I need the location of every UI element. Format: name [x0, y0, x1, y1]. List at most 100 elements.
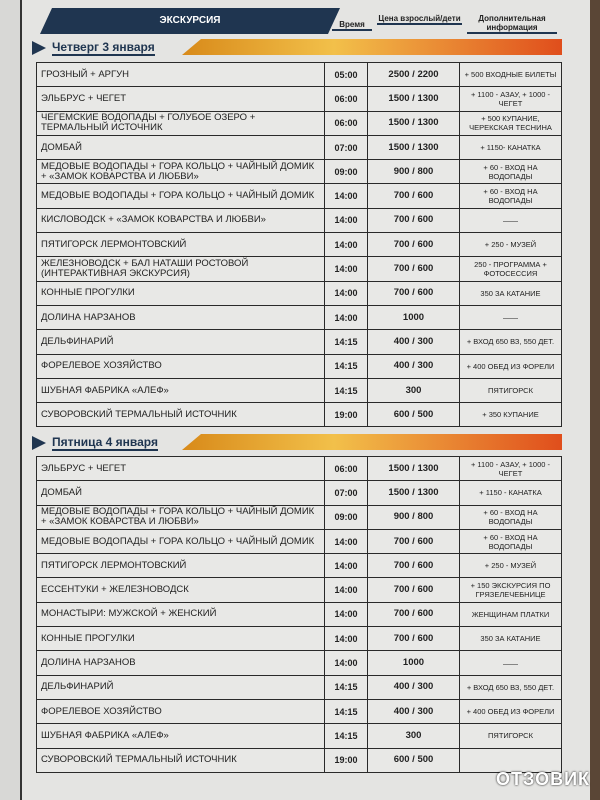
price-column-header: Цена взрослый/дети: [377, 14, 462, 25]
table-row: ДОЛИНА НАРЗАНОВ 14:00 1000 ——: [36, 304, 562, 331]
departure-time: 09:00: [324, 504, 368, 530]
excursion-name: ПЯТИГОРСК ЛЕРМОНТОВСКИЙ: [36, 232, 325, 258]
table-row: ДЕЛЬФИНАРИЙ 14:15 400 / 300 + ВХОД 650 ВЗ, …: [36, 329, 562, 355]
departure-time: 06:00: [324, 86, 368, 112]
price: 700 / 600: [367, 553, 460, 579]
excursion-name: ЭЛЬБРУС + ЧЕГЕТ: [36, 86, 325, 112]
departure-time: 14:00: [324, 183, 368, 209]
additional-info: ПЯТИГОРСК: [459, 723, 562, 749]
price: 1000: [367, 650, 460, 676]
additional-info: ЖЕНЩИНАМ ПЛАТКИ: [459, 601, 562, 628]
additional-info: [459, 747, 562, 773]
day-header-friday: Пятница 4 января: [32, 432, 562, 454]
table-row: ШУБНАЯ ФАБРИКА «АЛЕФ» 14:15 300 ПЯТИГОРСК: [36, 723, 562, 749]
excursion-name: ДОМБАЙ: [36, 480, 325, 506]
table-row: МЕДОВЫЕ ВОДОПАДЫ + ГОРА КОЛЬЦО + ЧАЙНЫЙ …: [36, 159, 562, 185]
additional-info: ——: [459, 207, 562, 234]
table-row: СУВОРОВСКИЙ ТЕРМАЛЬНЫЙ ИСТОЧНИК 19:00 600 …: [36, 402, 562, 428]
table-row: ДОЛИНА НАРЗАНОВ 14:00 1000 ——: [36, 650, 562, 676]
table-row: ЖЕЛЕЗНОВОДСК + БАЛ НАТАШИ РОСТОВОЙ (ИНТЕ…: [36, 256, 562, 282]
additional-info: + 1100 - АЗАУ, + 1000 - ЧЕГЕТ: [459, 86, 562, 112]
excursion-name: ПЯТИГОРСК ЛЕРМОНТОВСКИЙ: [36, 553, 325, 579]
table-row: ЭЛЬБРУС + ЧЕГЕТ 06:00 1500 / 1300 + 1100 - …: [36, 86, 562, 112]
departure-time: 06:00: [324, 110, 368, 136]
departure-time: 09:00: [324, 159, 368, 185]
schedule-sheet: ЭКСКУРСИЯ Время Цена взрослый/дети Допол…: [22, 0, 590, 800]
additional-info: 350 ЗА КАТАНИЕ: [459, 280, 562, 306]
departure-time: 14:00: [324, 207, 368, 234]
price: 400 / 300: [367, 698, 460, 725]
additional-info: + 400 ОБЕД ИЗ ФОРЕЛИ: [459, 698, 562, 725]
additional-info: + 250 - МУЗЕЙ: [459, 553, 562, 579]
price: 900 / 800: [367, 504, 460, 530]
price: 2500 / 2200: [367, 61, 460, 88]
price: 600 / 500: [367, 402, 460, 428]
additional-info: + 1150 - КАНАТКА: [459, 480, 562, 506]
departure-time: 14:00: [324, 280, 368, 306]
excursion-name: ФОРЕЛЕВОЕ ХОЗЯЙСТВО: [36, 698, 325, 725]
table-row: ДОМБАЙ 07:00 1500 / 1300 + 1150 - КАНАТКА: [36, 480, 562, 506]
table-row: ПЯТИГОРСК ЛЕРМОНТОВСКИЙ 14:00 700 / 600 + 2…: [36, 553, 562, 579]
price: 700 / 600: [367, 626, 460, 652]
departure-time: 07:00: [324, 480, 368, 506]
price: 400 / 300: [367, 353, 460, 379]
adjacent-page: [0, 0, 22, 800]
price: 700 / 600: [367, 280, 460, 306]
additional-info: ПЯТИГОРСК: [459, 377, 562, 404]
additional-info: 250 - ПРОГРАММА + ФОТОСЕССИЯ: [459, 256, 562, 282]
excursion-name: ДЕЛЬФИНАРИЙ: [36, 329, 325, 355]
excursion-name: КОННЫЕ ПРОГУЛКИ: [36, 280, 325, 306]
table-row: МОНАСТЫРИ: МУЖСКОЙ + ЖЕНСКИЙ 14:00 700 / 6…: [36, 601, 562, 628]
price: 900 / 800: [367, 159, 460, 185]
table-row: СУВОРОВСКИЙ ТЕРМАЛЬНЫЙ ИСТОЧНИК 19:00 600 …: [36, 747, 562, 773]
departure-time: 07:00: [324, 134, 368, 161]
excursion-name: КИСЛОВОДСК + «ЗАМОК КОВАРСТВА И ЛЮБВИ»: [36, 207, 325, 234]
table-row: КИСЛОВОДСК + «ЗАМОК КОВАРСТВА И ЛЮБВИ» 14…: [36, 207, 562, 234]
table-row: ЭЛЬБРУС + ЧЕГЕТ 06:00 1500 / 1300 + 1100 - …: [36, 455, 562, 482]
additional-info: + 500 КУПАНИЕ, ЧЕРЕКСКАЯ ТЕСНИНА: [459, 110, 562, 136]
excursion-name: МЕДОВЫЕ ВОДОПАДЫ + ГОРА КОЛЬЦО + ЧАЙНЫЙ …: [36, 528, 325, 555]
watermark-logo: ОТЗОВИК: [496, 769, 590, 789]
table-row: ДОМБАЙ 07:00 1500 / 1300 + 1150- КАНАТКА: [36, 134, 562, 161]
additional-info: + 500 ВХОДНЫЕ БИЛЕТЫ: [459, 61, 562, 88]
excursion-name: ФОРЕЛЕВОЕ ХОЗЯЙСТВО: [36, 353, 325, 379]
additional-info: + 1150- КАНАТКА: [459, 134, 562, 161]
additional-info: + ВХОД 650 ВЗ, 550 ДЕТ.: [459, 674, 562, 700]
excursion-name: ЭЛЬБРУС + ЧЕГЕТ: [36, 455, 325, 482]
day-header-thursday: Четверг 3 января: [32, 37, 562, 59]
table-row: КОННЫЕ ПРОГУЛКИ 14:00 700 / 600 350 ЗА КАТА…: [36, 280, 562, 306]
table-row: МЕДОВЫЕ ВОДОПАДЫ + ГОРА КОЛЬЦО + ЧАЙНЫЙ …: [36, 504, 562, 530]
additional-info: + 1100 - АЗАУ, + 1000 - ЧЕГЕТ: [459, 455, 562, 482]
price: 600 / 500: [367, 747, 460, 773]
excursion-name: ШУБНАЯ ФАБРИКА «АЛЕФ»: [36, 377, 325, 404]
price: 700 / 600: [367, 256, 460, 282]
price: 1500 / 1300: [367, 455, 460, 482]
departure-time: 14:00: [324, 553, 368, 579]
departure-time: 14:00: [324, 528, 368, 555]
additional-info: + 400 ОБЕД ИЗ ФОРЕЛИ: [459, 353, 562, 379]
additional-info: 350 ЗА КАТАНИЕ: [459, 626, 562, 652]
departure-time: 19:00: [324, 402, 368, 428]
price: 700 / 600: [367, 207, 460, 234]
excursion-name: ЕССЕНТУКИ + ЖЕЛЕЗНОВОДСК: [36, 577, 325, 603]
excursion-name: ДЕЛЬФИНАРИЙ: [36, 674, 325, 700]
excursion-name: СУВОРОВСКИЙ ТЕРМАЛЬНЫЙ ИСТОЧНИК: [36, 747, 325, 773]
departure-time: 14:15: [324, 329, 368, 355]
table-row: КОННЫЕ ПРОГУЛКИ 14:00 700 / 600 350 ЗА КАТА…: [36, 626, 562, 652]
price: 1500 / 1300: [367, 86, 460, 112]
departure-time: 14:15: [324, 377, 368, 404]
additional-info: + ВХОД 650 ВЗ, 550 ДЕТ.: [459, 329, 562, 355]
departure-time: 14:15: [324, 353, 368, 379]
excursion-name: МОНАСТЫРИ: МУЖСКОЙ + ЖЕНСКИЙ: [36, 601, 325, 628]
time-column-header: Время: [332, 20, 372, 31]
departure-time: 14:15: [324, 674, 368, 700]
excursion-name: ДОЛИНА НАРЗАНОВ: [36, 304, 325, 331]
table-row: ГРОЗНЫЙ + АРГУН 05:00 2500 / 2200 + 500 ВХО…: [36, 61, 562, 88]
price: 700 / 600: [367, 232, 460, 258]
price: 700 / 600: [367, 183, 460, 209]
additional-info: + 250 - МУЗЕЙ: [459, 232, 562, 258]
departure-time: 14:15: [324, 723, 368, 749]
departure-time: 14:00: [324, 232, 368, 258]
price: 700 / 600: [367, 601, 460, 628]
table-row: ДЕЛЬФИНАРИЙ 14:15 400 / 300 + ВХОД 650 ВЗ, …: [36, 674, 562, 700]
